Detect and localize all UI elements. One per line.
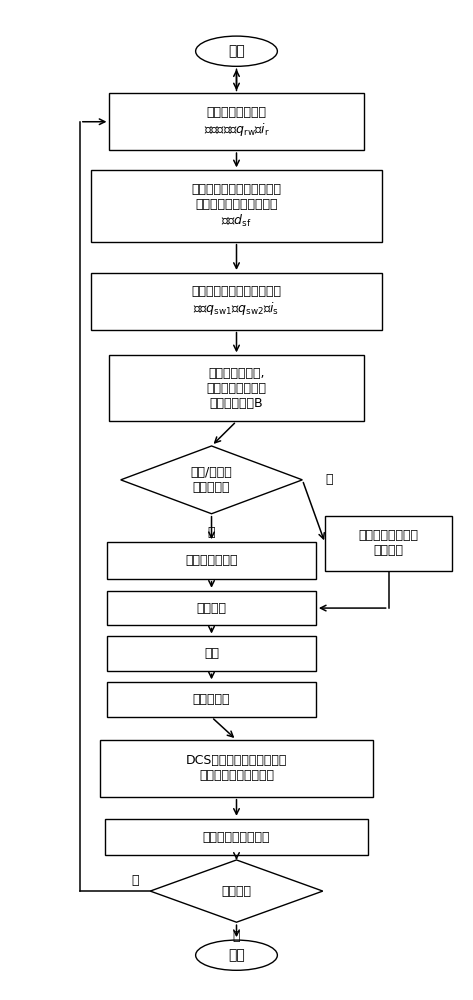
Bar <box>100 740 373 797</box>
Text: 开始设定値优化,
设定品位指标期望
値和边界条件B: 开始设定値优化, 设定品位指标期望 値和边界条件B <box>207 367 266 410</box>
Text: 是否停止: 是否停止 <box>221 885 252 898</box>
Text: 求和: 求和 <box>204 647 219 660</box>
Bar <box>325 516 452 571</box>
Text: 指标/边界条
件是否变化: 指标/边界条 件是否变化 <box>191 466 232 494</box>
Text: 得到精矿与尾矿产品: 得到精矿与尾矿产品 <box>203 831 270 844</box>
Ellipse shape <box>196 36 277 66</box>
Polygon shape <box>121 446 302 514</box>
Text: 粗选尾矿入浓密机；变频泵
将矿浆打入扫选强磁机；
采集$d_{\rm sf}$: 粗选尾矿入浓密机；变频泵 将矿浆打入扫选强磁机； 采集$d_{\rm sf}$ <box>192 183 281 229</box>
Bar <box>91 273 382 330</box>
Text: 基础控制回路预设
定値优化: 基础控制回路预设 定値优化 <box>359 529 419 557</box>
Bar <box>107 542 316 579</box>
Text: 停止: 停止 <box>228 948 245 962</box>
Bar <box>109 355 364 421</box>
Text: 矿浆在扫选强磁机中分选；
采集$q_{\rm sw1}$，$q_{\rm sw2}$和$i_{\rm s}$: 矿浆在扫选强磁机中分选； 采集$q_{\rm sw1}$，$q_{\rm sw2… <box>192 285 281 317</box>
Text: 否: 否 <box>131 874 139 887</box>
Text: 矿浆自流入粗选强
磁机；采集$q_{\rm rw}$与$i_{\rm r}$: 矿浆自流入粗选强 磁机；采集$q_{\rm rw}$与$i_{\rm r}$ <box>203 106 270 138</box>
Text: DCS控制器对基础控制回路
的设定値进行跟踪控制: DCS控制器对基础控制回路 的设定値进行跟踪控制 <box>186 754 287 782</box>
Bar <box>107 591 316 625</box>
Bar <box>107 682 316 717</box>
Bar <box>91 170 382 242</box>
Bar <box>109 93 364 150</box>
Polygon shape <box>150 860 323 922</box>
Ellipse shape <box>196 940 277 970</box>
Text: 设定値下装: 设定値下装 <box>193 693 230 706</box>
Text: 是: 是 <box>233 930 240 943</box>
Text: 品位指标软测量: 品位指标软测量 <box>185 554 238 567</box>
Text: 动态补偿: 动态补偿 <box>196 602 227 615</box>
Bar <box>107 636 316 671</box>
Text: 是: 是 <box>325 473 333 486</box>
Text: 开始: 开始 <box>228 44 245 58</box>
Bar <box>105 819 368 855</box>
Text: 否: 否 <box>208 526 215 539</box>
